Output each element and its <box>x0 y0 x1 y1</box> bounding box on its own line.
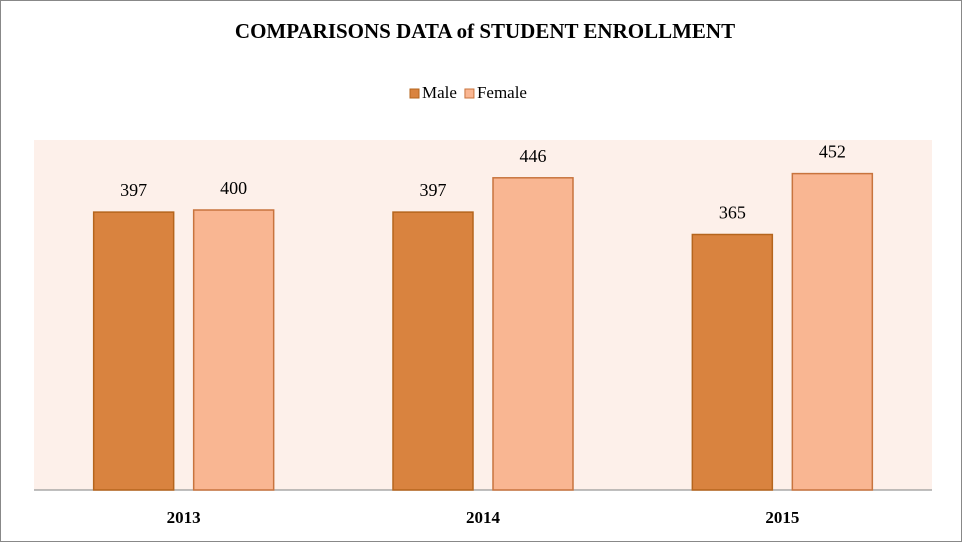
data-label: 446 <box>520 146 547 166</box>
bar <box>791 172 874 491</box>
legend-label: Male <box>422 83 457 102</box>
legend-swatch <box>409 88 420 99</box>
x-tick-label: 2013 <box>167 508 201 527</box>
legend-swatch <box>464 88 475 99</box>
plot-area <box>34 140 932 490</box>
x-tick-label: 2015 <box>765 508 799 527</box>
bar <box>92 211 175 491</box>
bar <box>192 209 275 491</box>
x-tick-label: 2014 <box>466 508 501 527</box>
bar <box>392 211 474 491</box>
bar <box>691 233 774 491</box>
bar <box>492 177 574 491</box>
data-label: 400 <box>220 178 247 198</box>
legend: Male Female <box>409 83 527 102</box>
legend-label: Female <box>477 83 527 102</box>
data-label: 365 <box>719 203 746 223</box>
chart-title: COMPARISONS DATA of STUDENT ENROLLMENT <box>235 19 735 43</box>
data-label: 397 <box>120 180 147 200</box>
data-label: 397 <box>420 180 447 200</box>
data-label: 452 <box>819 142 846 162</box>
